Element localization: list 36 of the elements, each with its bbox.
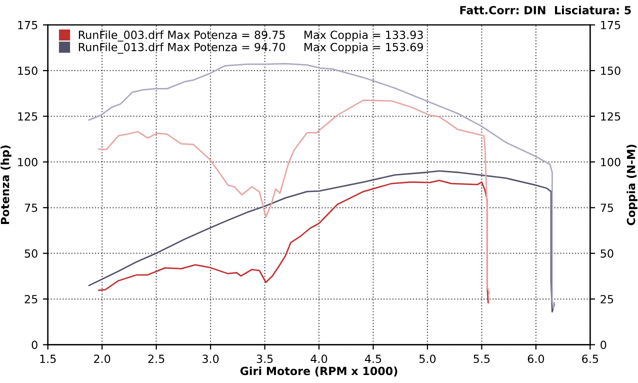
x-tick-label: 1.5 (40, 354, 56, 364)
x-tick-label: 5.5 (474, 354, 490, 364)
legend-label: RunFile_013.drf Max Potenza = 94.70 Max Coppia = 153.69 (78, 42, 423, 54)
y2-tick-label: 175 (601, 21, 620, 30)
y-tick-label: 50 (24, 249, 38, 258)
y-tick-label: 150 (18, 66, 38, 75)
y-tick-label: 25 (24, 294, 38, 304)
y-tick-label: 175 (18, 21, 38, 30)
y-axis-title: Potenza (hp) (0, 146, 12, 224)
x-tick-label: 2.0 (94, 354, 110, 364)
y2-axis-title: Coppia (N-M) (626, 144, 638, 226)
x-tick-label: 3.5 (256, 354, 273, 364)
y-tick-label: 125 (18, 112, 38, 121)
text: Fatt.Corr: DIN Lisciatura: 5 (460, 6, 631, 14)
y2-tick-label: 25 (600, 294, 614, 304)
legend-label: RunFile_003.drf Max Potenza = 89.75 Max Coppia = 133.93 (78, 30, 423, 42)
y-tick-label: 0 (32, 340, 38, 350)
x-axis-title: Giri Motore (RPM x 1000) (240, 366, 398, 376)
y2-tick-label: 75 (600, 204, 614, 212)
y2-tick-label: 100 (601, 158, 620, 166)
x-tick-label: 3.0 (202, 354, 219, 364)
y2-tick-label: 150 (601, 66, 620, 75)
x-tick-label: 2.5 (148, 354, 164, 364)
line-series (98, 99, 490, 294)
y2-tick-label: 50 (600, 249, 614, 258)
line-series (88, 170, 556, 312)
x-tick-label: 4.0 (310, 354, 328, 364)
y2-tick-label: 125 (601, 112, 620, 121)
x-tick-label: 6.0 (528, 354, 544, 364)
y-tick-label: 100 (18, 158, 38, 166)
x-tick-label: 4.5 (364, 354, 382, 364)
line-series (88, 62, 556, 309)
x-tick-label: 5.0 (419, 354, 436, 364)
y-tick-label: 75 (24, 204, 38, 212)
y2-tick-label: 0 (600, 340, 606, 350)
x-tick-label: 6.5 (582, 354, 598, 364)
